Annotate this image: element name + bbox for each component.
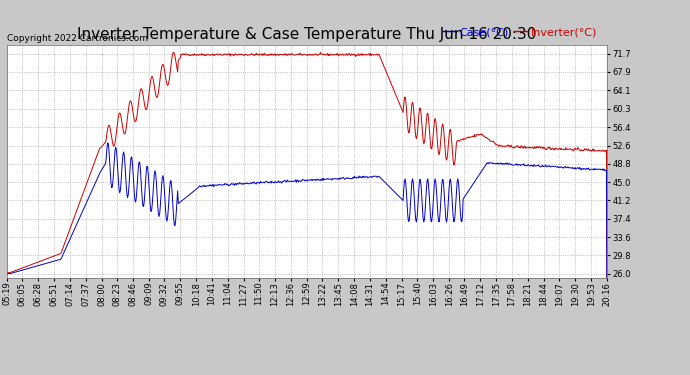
Title: Inverter Temperature & Case Temperature Thu Jun 16 20:30: Inverter Temperature & Case Temperature …: [77, 27, 537, 42]
Legend: Case(°C), Inverter(°C): Case(°C), Inverter(°C): [438, 22, 602, 42]
Text: Copyright 2022 Cartronics.com: Copyright 2022 Cartronics.com: [7, 34, 148, 43]
